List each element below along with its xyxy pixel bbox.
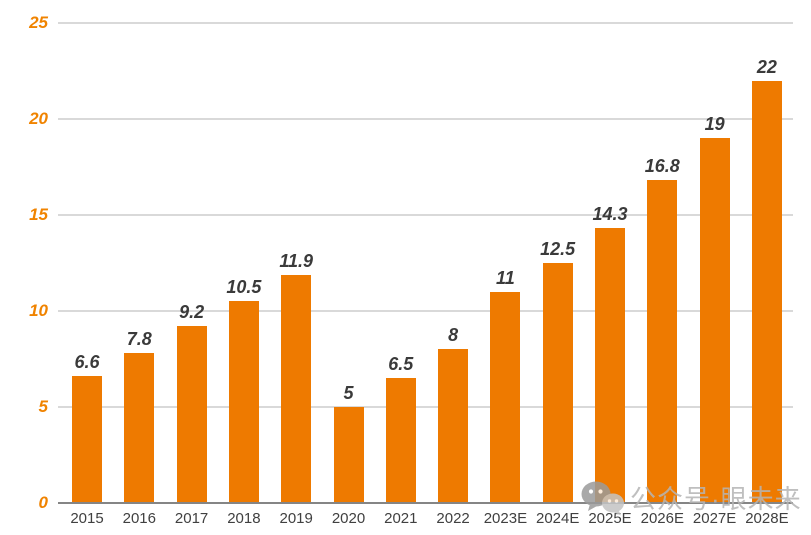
bar-value-label: 10.5 bbox=[226, 277, 262, 298]
bar bbox=[490, 291, 521, 502]
x-axis-label: 2020 bbox=[331, 510, 366, 527]
bar-value-label: 12.5 bbox=[540, 239, 576, 259]
bar-value-label: 7.8 bbox=[126, 329, 152, 350]
bar bbox=[333, 407, 364, 502]
bar bbox=[72, 376, 102, 502]
gridline bbox=[58, 214, 793, 216]
watermark: 公众号·眼未来 bbox=[580, 479, 802, 516]
gridline bbox=[58, 22, 793, 24]
bar bbox=[385, 378, 416, 502]
bar bbox=[176, 326, 207, 502]
bar-value-label: 5 bbox=[343, 383, 354, 403]
gridline bbox=[58, 310, 793, 312]
x-axis-label: 2016 bbox=[122, 510, 156, 527]
bar-value-label: 11 bbox=[496, 267, 515, 288]
x-axis-label: 2023E bbox=[483, 510, 528, 527]
y-tick-label: 10 bbox=[29, 301, 48, 320]
x-axis-label: 2018 bbox=[227, 510, 261, 527]
x-axis-label: 2027E bbox=[692, 510, 737, 527]
bar-value-label: 11.9 bbox=[279, 250, 314, 271]
bar bbox=[228, 301, 259, 502]
bar bbox=[281, 274, 312, 502]
y-tick-label: 15 bbox=[29, 205, 48, 224]
x-axis-label: 2021 bbox=[384, 510, 418, 527]
x-axis-label: 2028E bbox=[745, 510, 789, 527]
y-tick-label: 25 bbox=[29, 13, 48, 32]
x-axis-label: 2026E bbox=[640, 510, 684, 527]
x-axis-label: 2025E bbox=[588, 510, 632, 527]
bar-value-label: 16.8 bbox=[644, 156, 680, 177]
bar-value-label: 8 bbox=[448, 325, 459, 346]
gridline bbox=[58, 406, 793, 408]
x-axis-label: 2022 bbox=[436, 510, 470, 527]
y-tick-label: 5 bbox=[38, 397, 48, 416]
bar-value-label: 9.2 bbox=[179, 302, 205, 323]
x-axis-line bbox=[58, 502, 793, 504]
x-axis-label: 2015 bbox=[70, 510, 104, 527]
bar bbox=[542, 263, 573, 502]
bar bbox=[595, 228, 625, 502]
y-tick-label: 0 bbox=[38, 493, 48, 512]
bar bbox=[751, 80, 782, 502]
bar bbox=[438, 349, 469, 502]
watermark-text: 公众号·眼未来 bbox=[630, 484, 802, 514]
bar-value-label: 6.6 bbox=[74, 352, 100, 373]
x-axis-label: 2017 bbox=[174, 510, 209, 527]
y-tick-label: 20 bbox=[29, 109, 48, 128]
x-axis-label: 2024E bbox=[536, 510, 580, 527]
bar bbox=[647, 180, 678, 502]
bar-value-label: 6.5 bbox=[388, 354, 414, 375]
bar bbox=[124, 353, 155, 502]
bar-value-label: 14.3 bbox=[592, 204, 628, 225]
x-axis-label: 2019 bbox=[279, 510, 313, 527]
bar-value-label: 22 bbox=[756, 56, 777, 77]
bar bbox=[699, 138, 730, 502]
gridline bbox=[58, 118, 793, 120]
bar-value-label: 19 bbox=[704, 114, 725, 135]
wechat-icon bbox=[581, 481, 624, 515]
